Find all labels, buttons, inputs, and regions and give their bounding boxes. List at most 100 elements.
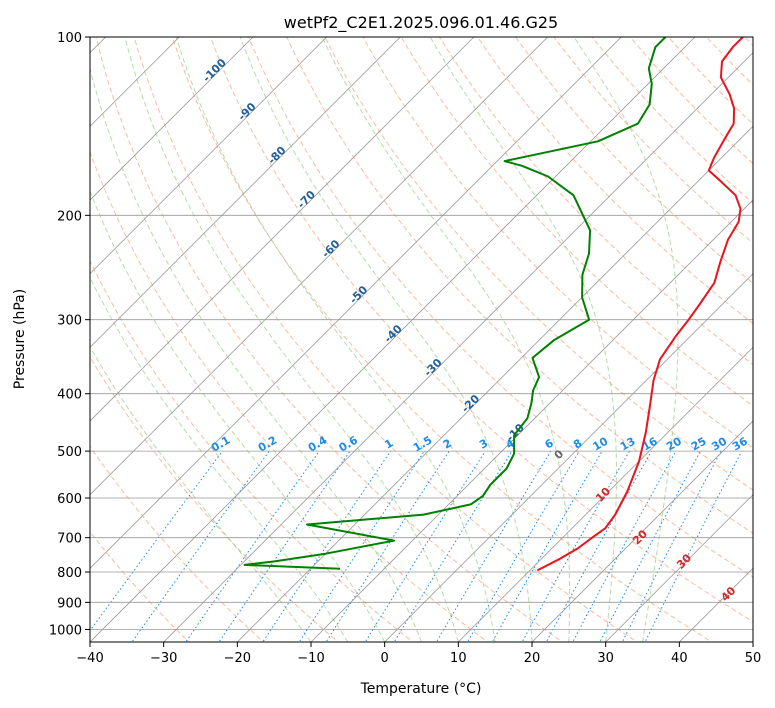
mixing-ratio-line — [218, 450, 351, 642]
moist-adiabat — [239, 37, 533, 642]
plot-frame — [89, 36, 754, 643]
isotherm-line — [531, 420, 753, 642]
moist-adiabat — [175, 37, 496, 642]
axis-ticks: −40 −30 −20 −10 0 10 20 30 40 5010020030040050060… — [49, 31, 761, 666]
moist-adiabat — [429, 37, 617, 642]
mixing-ratio-line — [185, 450, 320, 642]
y-tick-label: 500 — [57, 445, 82, 460]
mixing-ratio-label: 36 — [730, 434, 750, 453]
mixing-ratio-line — [364, 450, 486, 642]
y-tick-label: 900 — [57, 596, 82, 611]
isotherm-line — [90, 37, 548, 496]
mixing-ratio-label: 20 — [664, 434, 684, 453]
isotherm-line — [90, 37, 696, 642]
moist-adiabat — [90, 346, 312, 642]
profile-series — [243, 37, 744, 572]
dry-adiabat — [362, 37, 753, 449]
dry-adiabat — [744, 37, 753, 47]
x-tick-label: −20 — [224, 651, 251, 666]
x-tick-label: 0 — [381, 651, 389, 666]
moist-adiabat — [573, 37, 679, 642]
y-tick-label: 300 — [57, 314, 82, 329]
background-grid-lines — [90, 24, 775, 645]
dry-adiabat — [171, 37, 713, 642]
isotherm-line — [90, 37, 327, 275]
dry-adiabat — [553, 37, 753, 244]
dry-adiabat — [90, 445, 265, 642]
y-tick-label: 100 — [57, 31, 82, 46]
mixing-ratio-line — [644, 450, 743, 642]
moist-adiabat-label: 40 — [718, 584, 738, 604]
moist-adiabat-label: 20 — [630, 527, 650, 547]
isotherm-line — [752, 641, 753, 642]
mixing-ratio-line — [131, 450, 270, 642]
x-tick-label: 50 — [745, 651, 762, 666]
isotherm-label: -70 — [295, 188, 318, 211]
isotherm-label: -40 — [382, 322, 405, 345]
mixing-ratio-line — [262, 450, 392, 642]
dry-adiabat — [667, 37, 753, 125]
mixing-ratio-line — [393, 450, 513, 642]
isotherm-line — [163, 52, 753, 642]
isotherm-line — [605, 494, 753, 642]
moist-adiabat — [321, 37, 571, 642]
mixing-ratio-line — [325, 450, 450, 642]
isotherm-label: -30 — [421, 356, 444, 379]
dry-adiabat — [438, 37, 753, 366]
isotherm-label: -80 — [265, 144, 288, 167]
isotherm-line — [90, 37, 401, 348]
mixing-ratio-line — [466, 450, 580, 642]
moist-adiabat-label: 0 — [552, 447, 567, 462]
mixing-ratio-label: 2 — [441, 437, 454, 452]
mixing-ratio-label: 13 — [618, 435, 638, 454]
dry-adiabat — [770, 24, 775, 645]
dry-adiabat — [90, 150, 489, 642]
isotherm-label: -60 — [319, 237, 342, 260]
moist-adiabat — [90, 189, 386, 642]
mixing-ratio-line — [599, 450, 701, 642]
dry-adiabat — [286, 37, 753, 534]
dry-adiabat — [90, 259, 414, 642]
dry-adiabat — [324, 37, 753, 491]
mixing-ratio-line — [621, 450, 722, 642]
temperature-profile-line — [536, 37, 744, 572]
mixing-ratio-line — [298, 450, 425, 642]
moist-adiabat — [90, 276, 349, 642]
x-tick-label: −30 — [150, 651, 177, 666]
x-tick-label: −10 — [297, 651, 324, 666]
isotherm-line — [384, 273, 753, 642]
isotherm-line — [237, 125, 753, 642]
moist-adiabat — [90, 66, 422, 642]
isotherm-label: -50 — [347, 283, 370, 306]
dry-adiabat — [90, 356, 340, 642]
isotherm-line — [90, 37, 475, 422]
y-tick-label: 700 — [57, 532, 82, 547]
isotherm-line — [310, 199, 753, 642]
dry-adiabat — [400, 37, 753, 407]
moist-adiabat-label: 10 — [593, 484, 613, 504]
dewpoint-profile-line — [243, 37, 667, 570]
x-tick-label: 40 — [671, 651, 688, 666]
y-tick-label: 400 — [57, 388, 82, 403]
x-axis-label: Temperature (°C) — [360, 681, 482, 697]
dry-adiabat — [248, 37, 753, 578]
mixing-ratio-label: 10 — [590, 434, 610, 453]
y-axis-label: Pressure (hPa) — [12, 289, 28, 389]
isotherm-line — [90, 37, 622, 569]
mixing-ratio-label: 30 — [709, 434, 729, 453]
y-tick-label: 800 — [57, 566, 82, 581]
isotherm-line — [458, 346, 753, 642]
y-tick-label: 200 — [57, 209, 82, 224]
x-tick-label: 30 — [597, 651, 614, 666]
y-tick-label: 1000 — [49, 623, 82, 638]
mixing-ratio-line — [572, 450, 677, 642]
x-tick-label: 10 — [450, 651, 467, 666]
x-tick-label: 20 — [524, 651, 541, 666]
moist-adiabat-label: 30 — [674, 551, 694, 571]
y-tick-label: 600 — [57, 492, 82, 507]
chart-title: wetPf2_C2E1.2025.096.01.46.G25 — [284, 13, 558, 33]
mixing-ratio-label: 25 — [689, 435, 709, 454]
mixing-ratio-line — [90, 450, 223, 632]
dry-adiabat — [477, 37, 753, 325]
